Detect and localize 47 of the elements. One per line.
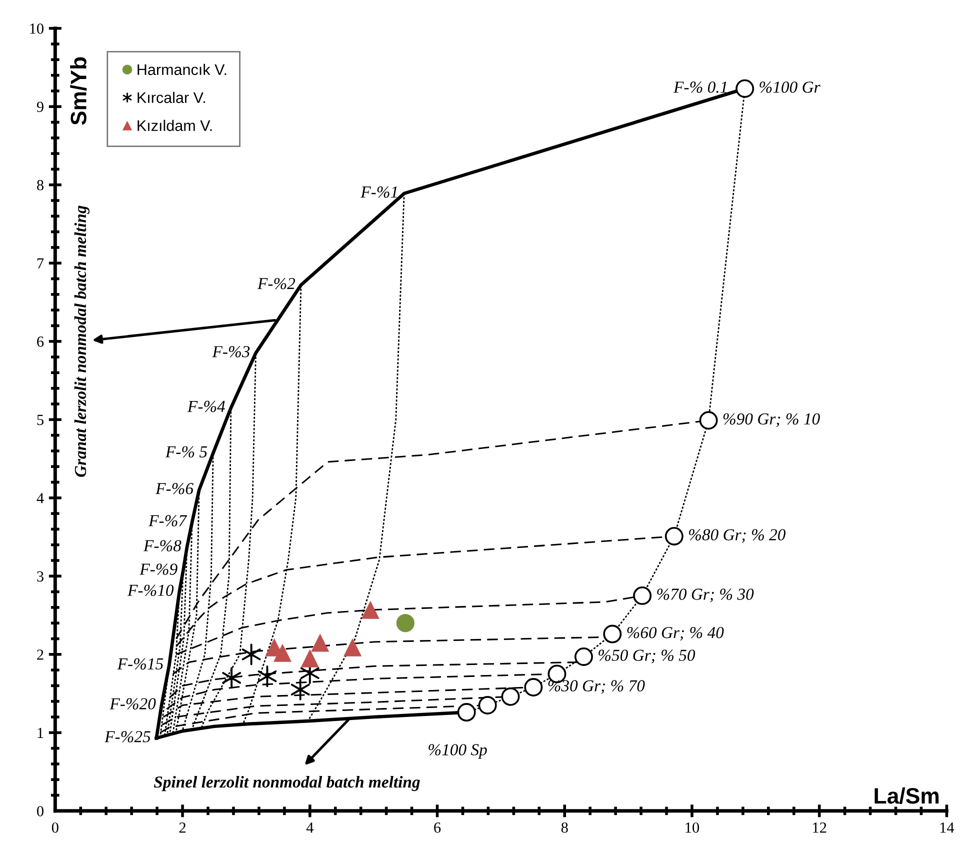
annotation: Granat lerzolit nonmodal batch melting xyxy=(74,206,90,477)
x-tick-label: 8 xyxy=(561,822,568,833)
y-tick-label: 9 xyxy=(36,102,44,112)
y-tick-label: 7 xyxy=(37,258,44,268)
annotation: %100 Gr xyxy=(760,82,820,93)
x-tick-label: 10 xyxy=(686,822,700,833)
annotation: F-%9 xyxy=(140,564,178,575)
annotation: %90 Gr; % 10 xyxy=(723,413,820,427)
annotation: %50 Gr; % 50 xyxy=(598,650,696,664)
annotation: F-%20 xyxy=(110,698,156,710)
y-tick-label: 4 xyxy=(36,493,44,504)
y-tick-label: 3 xyxy=(37,571,44,582)
annotation: F-%10 xyxy=(127,584,174,596)
x-tick-label: 2 xyxy=(179,822,186,833)
annotation: F-%7 xyxy=(148,515,188,526)
x-tick-label: 14 xyxy=(940,822,954,833)
x-tick-label: 6 xyxy=(434,822,441,833)
x-tick-label: 4 xyxy=(306,822,314,833)
annotation: %100 Sp xyxy=(428,744,487,759)
annotation: %70 Gr; % 30 xyxy=(657,588,754,602)
annotation: F-%6 xyxy=(156,482,194,494)
x-axis-title: La/Sm xyxy=(874,787,939,804)
annotation: F-%1 xyxy=(360,186,397,198)
annotation: %30 Gr; % 70 xyxy=(548,680,645,694)
legend-label: Harmancık V. xyxy=(138,64,226,76)
legend-label: Kızıldam V. xyxy=(138,120,212,132)
annotation: %60 Gr; % 40 xyxy=(627,626,724,641)
y-tick-label: 10 xyxy=(30,23,44,34)
annotation: F-%2 xyxy=(257,278,296,290)
x-tick-label: 12 xyxy=(813,822,826,833)
annotation: F-%25 xyxy=(104,731,150,742)
y-tick-label: 6 xyxy=(37,336,44,347)
y-tick-label: 0 xyxy=(37,806,44,816)
y-tick-label: 2 xyxy=(37,650,44,660)
annotation: F-%3 xyxy=(212,346,250,358)
x-tick-label: 0 xyxy=(52,822,58,833)
annotation: %80 Gr; % 20 xyxy=(688,529,786,543)
y-axis-title: Sm/Yb xyxy=(70,57,87,125)
annotation: Spinel lerzolit nonmodal batch melting xyxy=(154,776,420,792)
annotation: F-% 0.1 xyxy=(673,82,726,93)
y-tick-label: 5 xyxy=(37,414,44,426)
y-tick-label: 1 xyxy=(38,728,44,738)
annotation: F-%4 xyxy=(187,400,226,412)
annotation: F-%15 xyxy=(117,658,164,670)
annotation: F-%8 xyxy=(143,540,182,552)
annotation: F-% 5 xyxy=(165,446,208,458)
y-tick-label: 8 xyxy=(37,180,44,190)
